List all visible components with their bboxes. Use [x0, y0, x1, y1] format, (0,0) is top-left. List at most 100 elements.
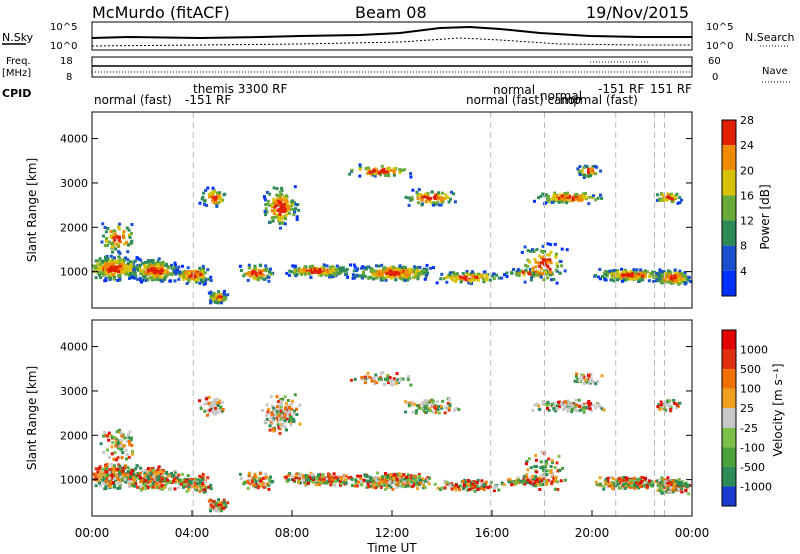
- data-cell: [108, 263, 112, 266]
- data-cell: [104, 479, 108, 483]
- freq-bottom-tick: 8: [66, 72, 72, 83]
- data-cell: [576, 380, 580, 383]
- data-cell: [94, 264, 98, 268]
- data-cell: [202, 475, 205, 479]
- data-cell: [437, 191, 441, 195]
- colorbar-segment: [722, 388, 736, 409]
- data-cell: [453, 485, 457, 489]
- data-cell: [656, 279, 660, 283]
- cpid-entry-2: themis 3300 RF: [193, 82, 287, 96]
- data-cell: [102, 431, 106, 434]
- data-cell: [662, 277, 666, 281]
- data-cell: [287, 420, 291, 424]
- data-cell: [574, 405, 577, 409]
- data-cell: [664, 274, 668, 278]
- data-cell: [386, 474, 390, 478]
- data-cell: [99, 470, 102, 474]
- data-cell: [128, 260, 132, 264]
- data-cell: [379, 173, 382, 177]
- data-cell: [399, 277, 403, 281]
- data-cell: [279, 425, 283, 429]
- data-cell: [604, 270, 608, 274]
- data-cell: [154, 270, 158, 274]
- data-cell: [435, 193, 439, 197]
- data-cell: [139, 466, 143, 470]
- data-cell: [371, 376, 375, 380]
- data-cell: [266, 410, 270, 414]
- data-cell: [160, 468, 164, 472]
- data-cell: [176, 268, 180, 272]
- data-cell: [109, 480, 112, 484]
- data-cell: [429, 409, 433, 413]
- colorbar-tick-label: 28: [740, 114, 754, 127]
- data-cell: [157, 257, 161, 261]
- data-cell: [583, 376, 587, 380]
- data-cell: [621, 479, 625, 483]
- data-cell: [118, 428, 121, 432]
- data-cell: [495, 273, 499, 277]
- data-cell: [657, 403, 661, 407]
- data-cell: [590, 171, 593, 175]
- data-cell: [119, 475, 123, 479]
- data-cell: [555, 461, 559, 465]
- data-cell: [303, 266, 307, 269]
- data-cell: [541, 272, 545, 276]
- data-cell: [211, 198, 215, 202]
- data-cell: [279, 207, 283, 211]
- data-cell: [295, 413, 299, 416]
- data-cell: [651, 481, 654, 485]
- data-cell: [341, 266, 345, 270]
- data-cell: [379, 486, 383, 489]
- data-cell: [603, 278, 607, 281]
- data-cell: [358, 174, 362, 178]
- colorbar-segment: [722, 369, 736, 389]
- data-cell: [219, 196, 223, 200]
- data-cell: [450, 482, 454, 486]
- data-cell: [391, 487, 395, 491]
- data-cell: [678, 269, 682, 273]
- data-cell: [117, 446, 121, 450]
- data-cell: [669, 406, 673, 410]
- data-cell: [113, 238, 117, 242]
- data-cell: [546, 400, 550, 404]
- data-cell: [169, 272, 172, 276]
- colorbar-tick-label: 24: [740, 139, 754, 152]
- data-cell: [108, 471, 112, 474]
- data-cell: [292, 478, 296, 482]
- noise-left-bottom-tick: 10^0: [50, 41, 77, 52]
- data-cell: [139, 268, 142, 272]
- data-cell: [639, 271, 643, 275]
- data-cell: [331, 275, 335, 278]
- data-cell: [666, 195, 670, 199]
- data-cell: [198, 201, 202, 205]
- data-cell: [278, 431, 282, 435]
- data-cell: [283, 395, 287, 399]
- data-cell: [187, 276, 191, 279]
- data-cell: [554, 252, 558, 256]
- data-cell: [367, 276, 371, 280]
- data-cell: [173, 477, 177, 481]
- data-cell: [126, 258, 130, 262]
- data-cell: [265, 403, 269, 407]
- nave-top-tick: 60: [708, 56, 721, 67]
- data-cell: [363, 266, 367, 270]
- data-cell: [434, 202, 438, 206]
- data-cell: [439, 404, 443, 408]
- data-cell: [529, 466, 533, 470]
- x-tick-label: 16:00: [475, 526, 510, 540]
- data-cell: [440, 486, 444, 490]
- data-cell: [213, 198, 217, 202]
- data-cell: [160, 276, 164, 280]
- data-cell: [567, 403, 571, 407]
- data-cell: [278, 190, 282, 194]
- data-cell: [602, 484, 606, 488]
- data-cell: [286, 207, 290, 211]
- data-cell: [278, 221, 282, 225]
- data-cell: [111, 250, 114, 254]
- data-cell: [385, 486, 389, 489]
- data-cell: [108, 269, 112, 272]
- data-cell: [421, 477, 425, 481]
- data-cell: [431, 410, 435, 414]
- data-cell: [416, 487, 420, 491]
- data-cell: [172, 266, 176, 269]
